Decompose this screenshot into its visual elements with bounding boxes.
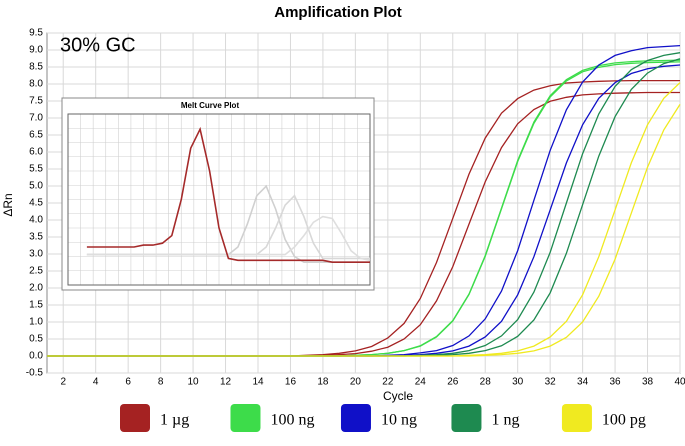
inset-plot: Melt Curve Plot (61, 97, 375, 291)
x-tick-label: 10 (188, 377, 200, 388)
y-tick-label: 5.5 (29, 164, 43, 175)
y-tick-label: 2.0 (29, 283, 43, 294)
y-tick-label: 4.5 (29, 198, 43, 209)
y-tick-label: 0.5 (29, 334, 43, 345)
x-tick-label: 38 (642, 377, 654, 388)
x-tick-label: 34 (577, 377, 589, 388)
inset-plot-area (67, 113, 371, 286)
y-tick-label: 7.0 (29, 113, 43, 124)
line-series (47, 104, 681, 357)
legend-label: 100 pg (602, 412, 646, 429)
x-tick-label: 32 (545, 377, 557, 388)
x-tick-label: 36 (610, 377, 622, 388)
legend-swatch (340, 404, 371, 432)
y-axis-label: ΔRn (1, 193, 15, 216)
annotation: 30% GC (60, 34, 136, 56)
legend-label: 1 ng (491, 412, 519, 429)
y-tick-label: 2.5 (29, 266, 43, 277)
legend-label: 10 ng (381, 412, 417, 429)
x-tick-label: 14 (252, 377, 264, 388)
legend-swatch (120, 404, 150, 432)
legend-label: 1 µg (160, 412, 189, 429)
chart-title: Amplification Plot (274, 4, 402, 21)
line-series (86, 126, 370, 263)
x-tick-label: 8 (158, 377, 164, 388)
y-tick-label: 9.0 (29, 45, 43, 56)
x-tick-label: 22 (382, 377, 394, 388)
y-tick-label: 1.5 (29, 300, 43, 311)
y-tick-label: 7.5 (29, 96, 43, 107)
legend-label: 100 ng (270, 412, 314, 429)
y-tick-label: 8.0 (29, 79, 43, 90)
x-tick-label: 2 (60, 377, 66, 388)
y-tick-label: 9.5 (29, 28, 43, 39)
y-tick-label: 3.5 (29, 232, 43, 243)
x-tick-label: 20 (350, 377, 362, 388)
y-tick-label: 3.0 (29, 249, 43, 260)
x-tick-label: 4 (93, 377, 99, 388)
x-tick-label: 24 (415, 377, 427, 388)
y-tick-label: 6.0 (29, 147, 43, 158)
x-tick-label: 16 (285, 377, 297, 388)
x-tick-label: 12 (220, 377, 232, 388)
legend: 1 µg 100 ng 10 ng 1 ng 100 pg (120, 404, 646, 432)
x-tick-label: 30 (512, 377, 524, 388)
legend-swatch (561, 404, 592, 432)
y-tick-label: -0.5 (26, 368, 44, 379)
inset-title: Melt Curve Plot (181, 101, 240, 110)
y-tick-label: 4.0 (29, 215, 43, 226)
x-tick-label: 18 (317, 377, 329, 388)
y-tick-label: 1.0 (29, 317, 43, 328)
x-axis-label: Cycle (383, 389, 413, 403)
legend-swatch (451, 404, 482, 432)
y-tick-label: 0.0 (29, 351, 43, 362)
y-tick-label: 8.5 (29, 62, 43, 73)
line-series (86, 215, 371, 262)
x-tick-label: 28 (480, 377, 492, 388)
y-tick-label: 5.0 (29, 181, 43, 192)
y-tick-label: 6.5 (29, 130, 43, 141)
x-tick-label: 26 (447, 377, 459, 388)
legend-swatch (230, 404, 261, 432)
x-tick-label: 40 (674, 377, 685, 388)
x-tick-label: 6 (125, 377, 131, 388)
